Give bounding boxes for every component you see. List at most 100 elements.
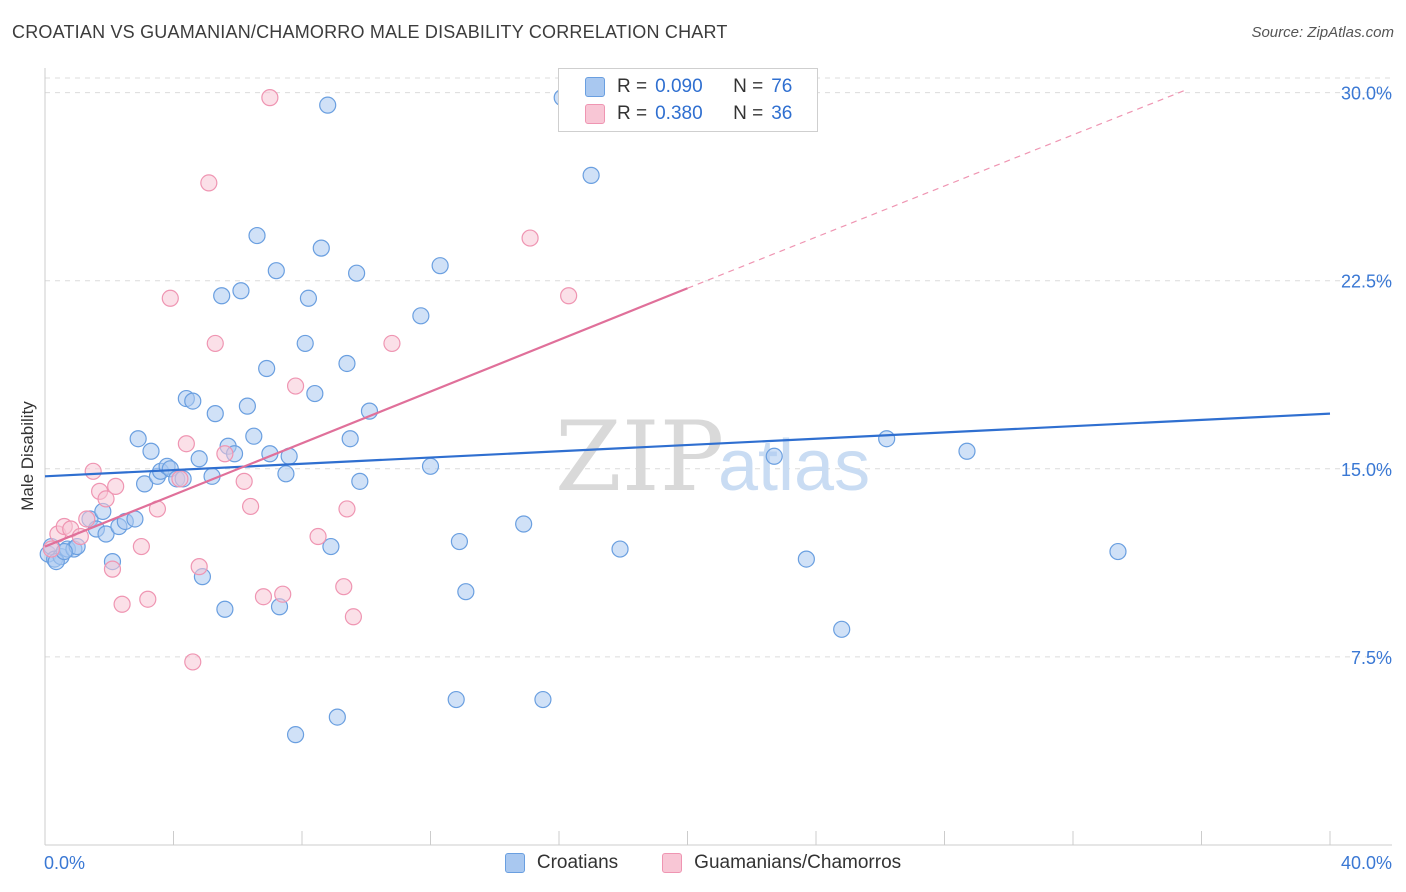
croatian-point <box>277 465 295 483</box>
legend-item-croatians[interactable]: Croatians <box>504 852 619 874</box>
x-tick-label-min: 0.0% <box>44 853 85 873</box>
croatian-point <box>206 405 224 423</box>
stats-legend: R = 0.090 N = 76 R = 0.380 N = 36 <box>558 68 818 132</box>
croatian-point <box>296 334 314 353</box>
guamanian-point <box>206 334 224 353</box>
guamanian-point <box>261 89 279 107</box>
croatian-point <box>348 264 366 282</box>
croatian-point <box>232 282 250 300</box>
croatians-swatch-icon <box>585 77 605 97</box>
croatian-point <box>267 262 285 280</box>
croatian-point <box>216 600 234 618</box>
guamanians-trend-extension <box>687 89 1186 289</box>
guamanian-point <box>335 578 353 596</box>
croatian-point <box>258 359 276 378</box>
croatian-point <box>190 450 208 468</box>
croatian-point <box>328 708 346 726</box>
guamanian-point <box>78 510 96 528</box>
guamanians-trend-line <box>44 287 688 548</box>
croatian-point <box>135 475 154 493</box>
r-value: 0.380 <box>655 103 703 124</box>
guamanian-point <box>103 560 122 578</box>
guamanian-point <box>139 590 157 608</box>
croatian-point <box>351 472 369 490</box>
y-tick-label: 22.5% <box>1341 272 1392 292</box>
croatian-point <box>184 392 202 410</box>
croatian-point <box>412 307 430 325</box>
guamanian-point <box>190 558 208 576</box>
croatian-point <box>312 239 330 257</box>
guamanian-point <box>560 287 578 305</box>
croatian-point <box>299 289 318 307</box>
guamanian-point <box>161 289 179 307</box>
croatian-point <box>421 457 440 475</box>
guamanian-point <box>107 477 125 495</box>
guamanian-point <box>286 377 305 395</box>
watermark-zip: ZIP <box>555 401 724 513</box>
guamanian-point <box>200 174 218 192</box>
croatian-point <box>1109 542 1127 561</box>
stats-legend-row-guamanians: R = 0.380 N = 36 <box>585 102 792 126</box>
croatian-point <box>248 226 266 245</box>
guamanian-point <box>184 653 202 671</box>
y-tick-label: 7.5% <box>1351 648 1392 668</box>
legend-label-guamanians: Guamanians/Chamorros <box>694 852 902 873</box>
guamanian-point <box>235 472 253 490</box>
croatian-point <box>447 690 465 709</box>
croatian-point <box>431 257 449 275</box>
guamanians-swatch-icon <box>585 104 605 124</box>
croatian-point <box>515 515 533 533</box>
x-tick-label-max: 40.0% <box>1341 853 1392 873</box>
croatian-point <box>306 384 324 403</box>
r-label: R = <box>617 76 648 97</box>
y-tick-label: 15.0% <box>1341 460 1392 480</box>
croatian-point <box>142 442 160 460</box>
croatian-point <box>582 166 600 184</box>
croatian-point <box>213 287 231 305</box>
y-tick-label: 30.0% <box>1341 84 1392 104</box>
guamanian-point <box>274 585 292 603</box>
croatian-point <box>878 430 896 448</box>
croatian-point <box>958 442 976 460</box>
guamanian-point <box>177 435 195 453</box>
n-value: 36 <box>771 103 793 124</box>
croatian-point <box>457 583 475 601</box>
croatian-point <box>97 525 115 543</box>
croatians-legend-swatch-icon <box>504 853 525 873</box>
guamanian-point <box>521 229 539 247</box>
legend-item-guamanians[interactable]: Guamanians/Chamorros <box>662 852 901 874</box>
source-label: Source: ZipAtlas.com <box>1251 24 1394 41</box>
r-label: R = <box>617 103 648 124</box>
guamanian-point <box>113 595 131 613</box>
croatian-point <box>286 726 305 744</box>
guamanian-point <box>309 527 327 546</box>
guamanians-legend-swatch-icon <box>662 853 683 873</box>
guamanian-point <box>84 462 102 480</box>
croatian-point <box>341 430 359 448</box>
croatian-point <box>765 447 783 465</box>
croatian-point <box>797 550 815 568</box>
guamanian-point <box>344 608 362 626</box>
croatian-point <box>338 354 356 373</box>
croatian-point <box>319 96 337 114</box>
guamanian-point <box>338 500 356 518</box>
guamanian-point <box>171 470 189 488</box>
n-label: N = <box>733 103 764 124</box>
guamanian-point <box>383 334 401 353</box>
guamanian-point <box>97 490 115 508</box>
croatians-trend-line <box>44 412 1331 478</box>
guamanian-point <box>132 537 150 556</box>
stats-legend-row-croatians: R = 0.090 N = 76 <box>585 75 792 99</box>
chart-title: CROATIAN VS GUAMANIAN/CHAMORRO MALE DISA… <box>12 22 728 42</box>
croatian-point <box>322 537 340 556</box>
croatian-point <box>245 427 263 445</box>
guamanian-point <box>254 588 273 606</box>
guamanian-point <box>216 445 234 463</box>
croatian-point <box>450 532 469 551</box>
croatian-point <box>129 430 147 448</box>
r-value: 0.090 <box>655 76 703 97</box>
legend-label-croatians: Croatians <box>536 852 619 873</box>
croatian-point <box>833 620 851 638</box>
series-legend: Croatians Guamanians/Chamorros <box>0 852 1406 874</box>
